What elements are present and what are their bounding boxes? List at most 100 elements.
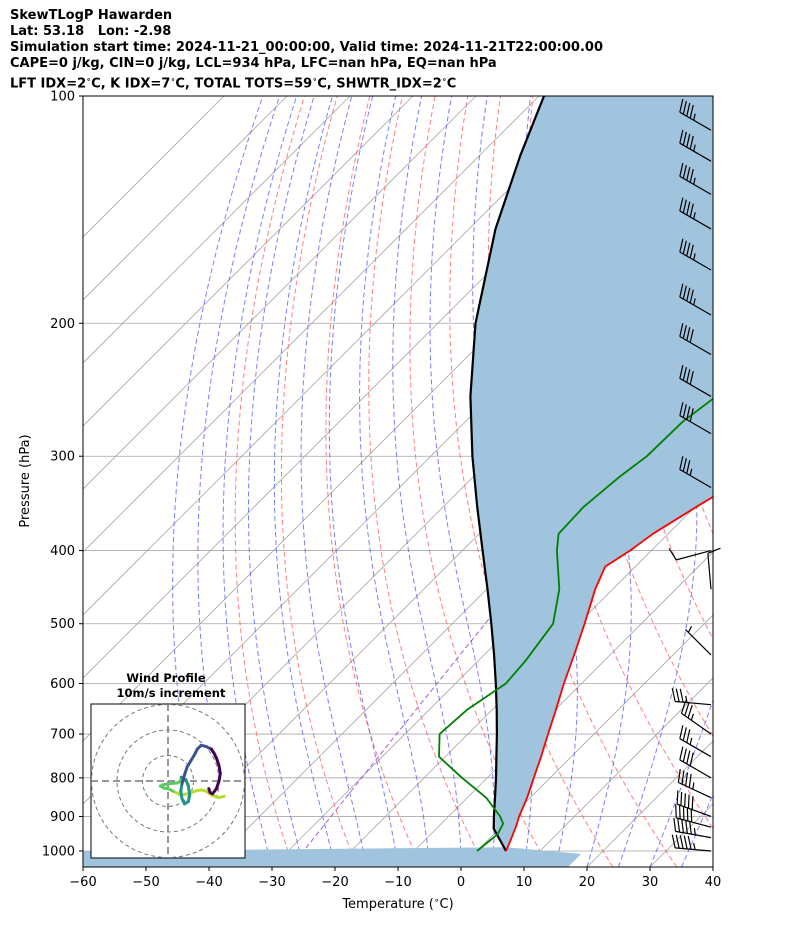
wind-barb-shaft xyxy=(685,629,712,656)
wind-barb-feather xyxy=(693,177,696,185)
moist-adiabat-line xyxy=(197,96,280,867)
wind-barb-feather xyxy=(688,774,692,788)
wind-barb xyxy=(679,746,712,779)
wind-barb-feather xyxy=(693,113,696,121)
x-tick-label: −20 xyxy=(321,875,348,890)
x-axis-ticks: −60 −50 −40 −30 −20 −10 0 10 20 30 40 xyxy=(69,867,721,890)
moist-adiabat-line xyxy=(328,96,399,867)
wind-barb-feather xyxy=(679,238,684,253)
wind-barb-shaft xyxy=(679,111,712,131)
hodograph-inset: Wind Profile 10m/s increment xyxy=(90,671,246,859)
title-line-times: Simulation start time: 2024-11-21_00:00:… xyxy=(10,40,603,55)
wind-barb-feather xyxy=(686,167,691,181)
wind-barb-feather xyxy=(677,768,681,783)
dry-adiabat-line xyxy=(325,96,422,867)
moist-adiabat-line xyxy=(429,96,495,867)
wind-barb-shaft xyxy=(678,781,712,799)
wind-barb-feather xyxy=(707,547,721,554)
isotherm-line xyxy=(83,96,351,364)
wind-barb xyxy=(679,323,712,356)
wind-barb-shaft xyxy=(675,830,712,839)
wind-barb-feather xyxy=(693,828,696,835)
x-tick-label: 40 xyxy=(705,875,722,890)
wind-barb-feather xyxy=(681,819,685,833)
hodograph-segment xyxy=(186,784,192,797)
wind-barb-feather xyxy=(686,133,691,148)
wind-barb xyxy=(673,817,712,839)
dewpoint-line xyxy=(438,397,713,852)
wind-barb-shaft xyxy=(679,175,712,195)
y-tick-label: 900 xyxy=(50,810,75,825)
wind-barb-feather xyxy=(690,713,695,721)
wind-barb-feather xyxy=(686,460,691,474)
wind-barb-feather xyxy=(684,793,686,807)
skewt-plot-area xyxy=(82,95,794,868)
moist-adiabat-line xyxy=(618,96,698,867)
wind-barb-shaft xyxy=(679,336,712,356)
y-tick-label: 400 xyxy=(50,544,75,559)
hodograph-plot xyxy=(91,704,245,858)
moist-adiabat-line xyxy=(392,96,462,867)
wind-barb xyxy=(685,626,712,656)
x-tick-label: 20 xyxy=(579,875,596,890)
wind-barb-shaft xyxy=(676,549,712,561)
isotherm-line xyxy=(83,96,603,616)
x-tick-label: 10 xyxy=(516,875,533,890)
wind-barb-feather xyxy=(691,796,694,810)
wind-barb-feather xyxy=(682,199,687,214)
wind-barb xyxy=(679,238,712,271)
x-tick-label: −10 xyxy=(384,875,411,890)
wind-barb-feather xyxy=(679,163,684,177)
hodograph-title: Wind Profile xyxy=(126,671,206,685)
title-line-location: Lat: 53.18 Lon: -2.98 xyxy=(10,24,172,39)
wind-barb xyxy=(679,129,712,162)
isotherm-line xyxy=(83,96,540,553)
wind-barb-feather xyxy=(675,834,680,849)
wind-barb-feather xyxy=(689,408,694,422)
isotherm-line xyxy=(83,96,414,427)
wind-barb-shaft xyxy=(676,817,712,828)
wind-barb-feather xyxy=(689,737,693,745)
wind-barb-feather xyxy=(673,817,677,832)
wind-barb-feather xyxy=(686,287,691,302)
wind-barb-feather xyxy=(679,835,684,849)
moist-adiabat-line xyxy=(681,793,713,867)
wind-barb xyxy=(679,197,712,230)
wind-barb xyxy=(679,402,712,435)
y-tick-label: 1000 xyxy=(42,845,75,860)
wind-barb-feather xyxy=(679,283,684,298)
header: SkewTLogP Hawarden Lat: 53.18 Lon: -2.98… xyxy=(10,8,603,92)
isotherm-line xyxy=(523,677,713,867)
wind-barb-feather xyxy=(682,131,687,146)
y-tick-label: 600 xyxy=(50,677,75,692)
isotherm-line xyxy=(83,96,288,301)
wind-barb-feather xyxy=(689,244,694,259)
wind-barb-feather xyxy=(686,406,691,420)
wind-barb xyxy=(676,790,712,818)
y-tick-label: 300 xyxy=(50,450,75,465)
hodograph-segment xyxy=(180,773,187,786)
wind-barb xyxy=(675,804,712,828)
wind-barb xyxy=(677,768,712,799)
wind-barb-shaft xyxy=(679,210,712,230)
wind-barb xyxy=(679,163,712,195)
wind-barb xyxy=(679,725,712,758)
wind-barb-feather xyxy=(682,285,687,300)
temperature-line xyxy=(505,495,713,852)
isotherm-line xyxy=(83,96,225,238)
dry-adiabat-line xyxy=(729,96,794,867)
wind-barb-feather xyxy=(679,725,684,739)
wind-barb-shaft xyxy=(681,712,712,735)
wind-barb-feather xyxy=(682,367,687,381)
x-tick-label: −40 xyxy=(195,875,222,890)
wind-barb-feather xyxy=(682,165,687,179)
moist-adiabat-line xyxy=(273,96,336,867)
parcel-path-line xyxy=(469,96,546,852)
wind-barb-feather xyxy=(693,253,696,261)
wind-barb-feather xyxy=(682,458,687,472)
x-tick-label: −30 xyxy=(258,875,285,890)
hodograph-subtitle: 10m/s increment xyxy=(117,686,226,700)
wind-barb-shaft xyxy=(679,468,712,488)
y-tick-label: 800 xyxy=(50,771,75,786)
